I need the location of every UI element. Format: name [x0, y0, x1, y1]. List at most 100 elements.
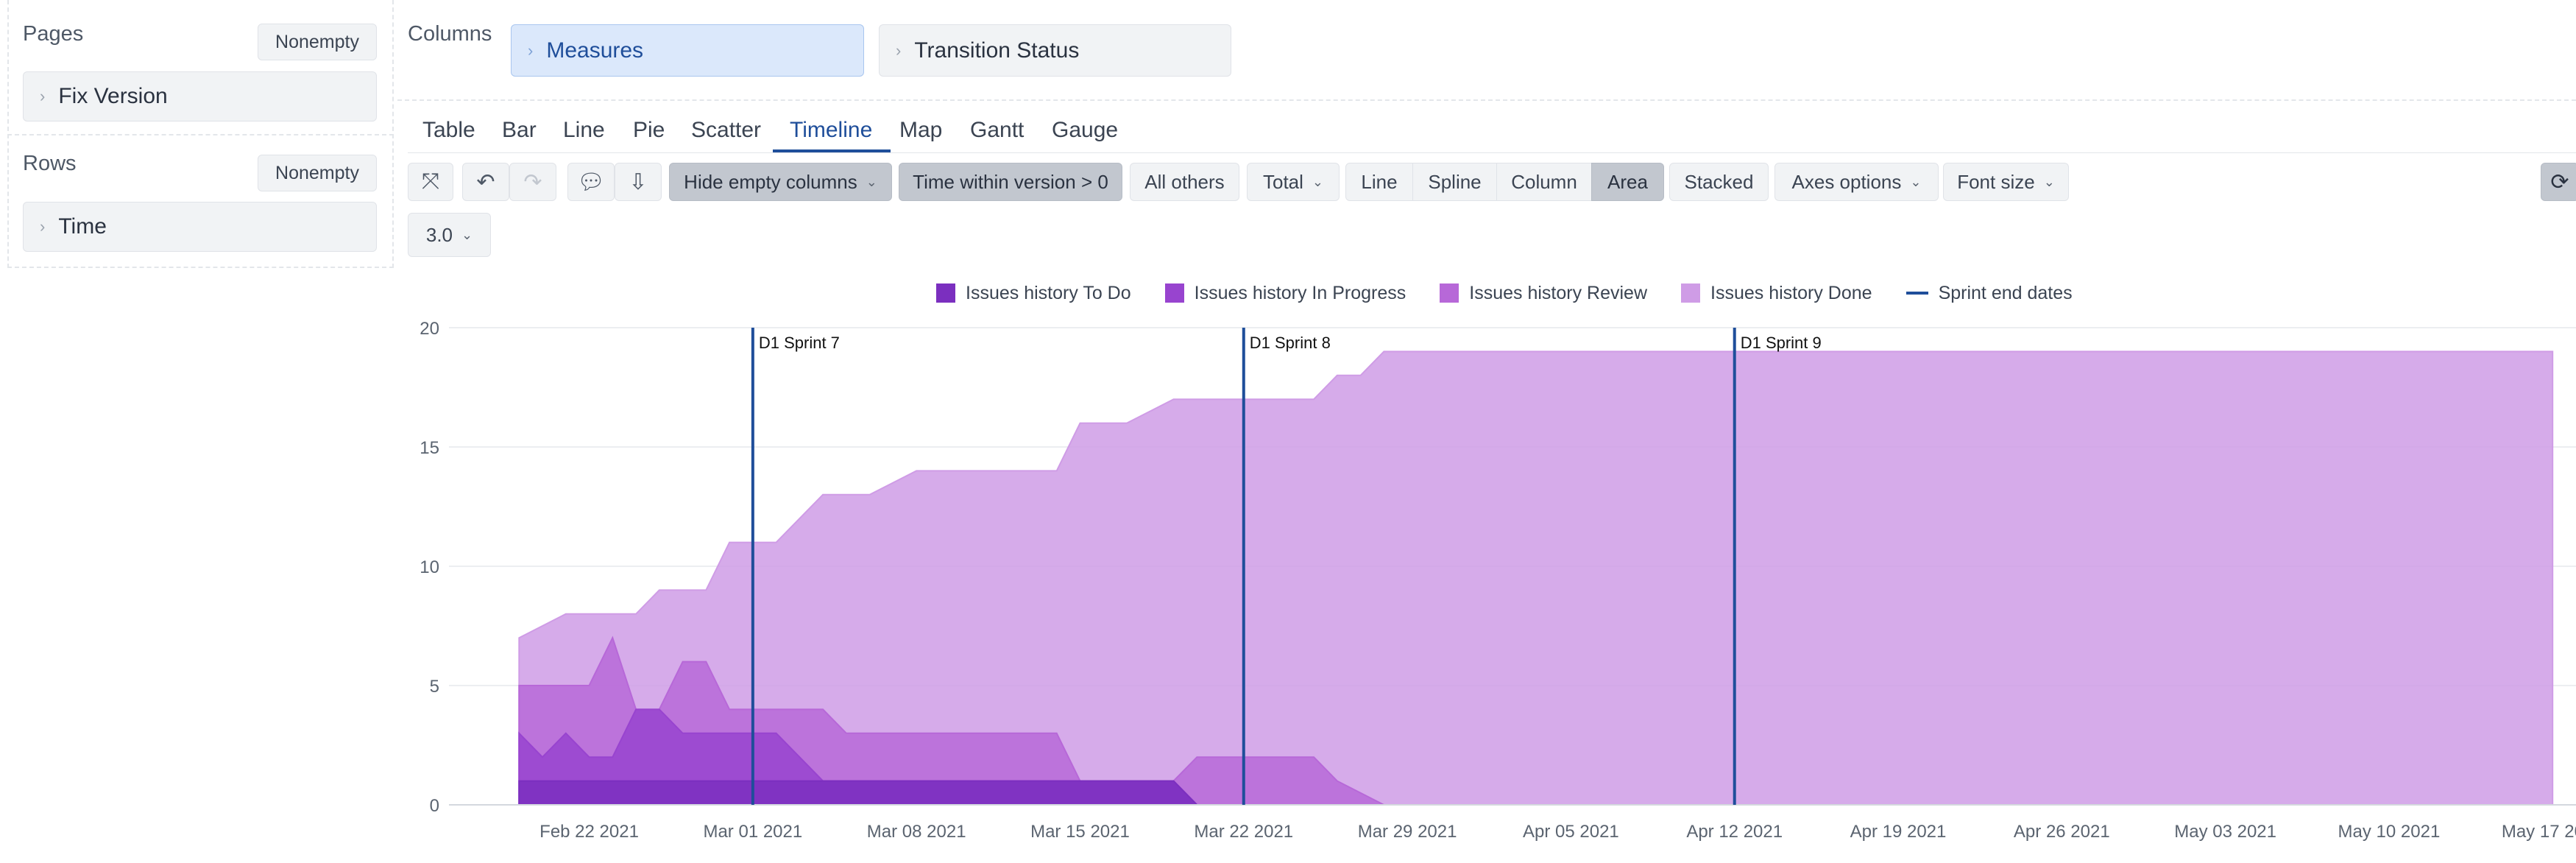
y-tick-label: 15: [420, 438, 439, 458]
rows-section: [7, 134, 394, 268]
hide-empty-columns-button[interactable]: Hide empty columns ⌄: [669, 163, 892, 201]
x-tick-label: Apr 19 2021: [1850, 822, 1947, 842]
font-size-dropdown[interactable]: Font size ⌄: [1943, 163, 2069, 201]
x-tick-label: Apr 12 2021: [1686, 822, 1783, 842]
chevron-right-icon: ›: [40, 87, 46, 105]
undo-button[interactable]: ↶: [462, 163, 509, 201]
x-tick-label: Apr 26 2021: [2014, 822, 2110, 842]
legend-label: Issues history Review: [1469, 282, 1648, 303]
pages-nonempty-button[interactable]: Nonempty: [258, 24, 377, 60]
tab-timeline[interactable]: Timeline: [790, 118, 873, 142]
tab-table[interactable]: Table: [422, 118, 475, 142]
chevron-down-icon: ⌄: [1312, 174, 1323, 189]
legend-label: Issues history To Do: [966, 282, 1131, 303]
fix-version-label: Fix Version: [58, 84, 168, 108]
legend-item-sprint-end-dates[interactable]: Sprint end dates: [1906, 283, 2073, 304]
tabs-divider: [408, 152, 2576, 153]
x-tick-label: May 10 2021: [2338, 822, 2441, 842]
all-others-button[interactable]: All others: [1130, 163, 1239, 201]
legend-swatch: [1681, 283, 1701, 303]
legend-item-todo[interactable]: Issues history To Do: [936, 283, 1131, 304]
stacked-button[interactable]: Stacked: [1669, 163, 1769, 201]
area-series: [518, 351, 2554, 806]
x-tick-label: Mar 15 2021: [1030, 822, 1130, 842]
column-chip-measures[interactable]: › Measures: [511, 24, 864, 77]
axes-options-label: Axes options: [1791, 170, 1902, 193]
rows-dimension-time[interactable]: › Time: [23, 202, 377, 252]
tab-scatter[interactable]: Scatter: [691, 118, 762, 142]
comment-button[interactable]: 💬︎: [567, 163, 615, 201]
transition-status-label: Transition Status: [914, 38, 1080, 63]
y-tick-label: 10: [420, 557, 439, 577]
x-tick-label: Mar 01 2021: [703, 822, 802, 842]
chart-type-line-button[interactable]: Line: [1345, 163, 1413, 201]
time-filter-button[interactable]: Time within version > 0: [899, 163, 1122, 201]
legend-item-review[interactable]: Issues history Review: [1440, 283, 1647, 304]
y-tick-label: 0: [430, 796, 439, 816]
font-size-label: Font size: [1957, 170, 2035, 193]
chart-legend: Issues history To Do Issues history In P…: [936, 280, 2106, 306]
comment-icon: 💬︎: [576, 169, 606, 194]
columns-label: Columns: [408, 22, 492, 46]
pages-label: Pages: [23, 22, 84, 46]
x-tick-label: Apr 05 2021: [1523, 822, 1619, 842]
chart-type-spline-button[interactable]: Spline: [1412, 163, 1497, 201]
x-tick-label: Mar 22 2021: [1194, 822, 1293, 842]
x-tick-label: May 03 2021: [2174, 822, 2276, 842]
legend-line-swatch: [1906, 292, 1928, 295]
sprint-end-label: D1 Sprint 7: [759, 334, 840, 352]
pages-section: [7, 0, 394, 131]
legend-swatch: [936, 283, 955, 303]
rows-label: Rows: [23, 152, 77, 175]
legend-item-in-progress[interactable]: Issues history In Progress: [1164, 282, 1406, 304]
undo-icon: ↶: [476, 169, 495, 194]
chevron-down-icon: ⌄: [461, 227, 473, 242]
redo-icon: ↷: [523, 169, 542, 194]
time-label: Time: [58, 214, 107, 239]
chevron-down-icon: ⌄: [1910, 174, 1922, 189]
columns-section: [397, 0, 2576, 101]
sprint-end-label: D1 Sprint 9: [1741, 334, 1822, 352]
version-label: 3.0: [425, 223, 453, 246]
timeline-area-chart: 0 5 10 15 20 D1 Sprint 7 D1 Sprint 8 D1 Sprint …: [420, 319, 2576, 842]
legend-swatch: [1440, 283, 1459, 303]
active-tab-underline: [773, 149, 891, 152]
tab-gantt[interactable]: Gantt: [970, 118, 1025, 142]
tab-bar[interactable]: Bar: [502, 118, 537, 142]
pages-dimension-fix-version[interactable]: › Fix Version: [23, 71, 377, 121]
legend-label: Issues history In Progress: [1194, 282, 1406, 303]
column-chip-transition-status[interactable]: › Transition Status: [879, 24, 1231, 77]
refresh-button[interactable]: ⟳: [2541, 163, 2576, 201]
fullscreen-button[interactable]: ⤧: [408, 163, 453, 201]
chart-type-column-button[interactable]: Column: [1496, 163, 1592, 201]
redo-button[interactable]: ↷: [509, 163, 556, 201]
legend-item-done[interactable]: Issues history Done: [1681, 283, 1872, 304]
refresh-icon: ⟳: [2550, 169, 2569, 194]
fullscreen-icon: ⤧: [422, 169, 439, 194]
x-tick-label: Mar 08 2021: [867, 822, 966, 842]
legend-swatch: [1164, 283, 1184, 303]
x-tick-label: Mar 29 2021: [1358, 822, 1457, 842]
tab-pie[interactable]: Pie: [633, 118, 665, 142]
hide-empty-columns-label: Hide empty columns: [684, 170, 857, 193]
legend-label: Issues history Done: [1710, 282, 1872, 303]
x-tick-label: Feb 22 2021: [539, 822, 639, 842]
axes-options-dropdown[interactable]: Axes options ⌄: [1774, 163, 1939, 201]
x-tick-label: May 17 2021: [2502, 822, 2576, 842]
chevron-right-icon: ›: [528, 40, 534, 60]
chevron-down-icon: ⌄: [2043, 174, 2055, 189]
tab-gauge[interactable]: Gauge: [1052, 118, 1119, 142]
chevron-right-icon: ›: [40, 217, 46, 236]
export-icon: ⇩: [629, 169, 648, 194]
measures-label: Measures: [546, 38, 644, 63]
version-dropdown[interactable]: 3.0 ⌄: [408, 213, 491, 257]
sprint-end-label: D1 Sprint 8: [1250, 334, 1331, 352]
total-dropdown[interactable]: Total ⌄: [1247, 163, 1340, 201]
export-button[interactable]: ⇩: [615, 163, 662, 201]
tab-line[interactable]: Line: [563, 118, 605, 142]
tab-map[interactable]: Map: [899, 118, 943, 142]
chart-type-area-button[interactable]: Area: [1591, 163, 1664, 201]
rows-nonempty-button[interactable]: Nonempty: [258, 155, 377, 191]
total-label: Total: [1262, 170, 1303, 193]
chevron-right-icon: ›: [896, 40, 902, 60]
